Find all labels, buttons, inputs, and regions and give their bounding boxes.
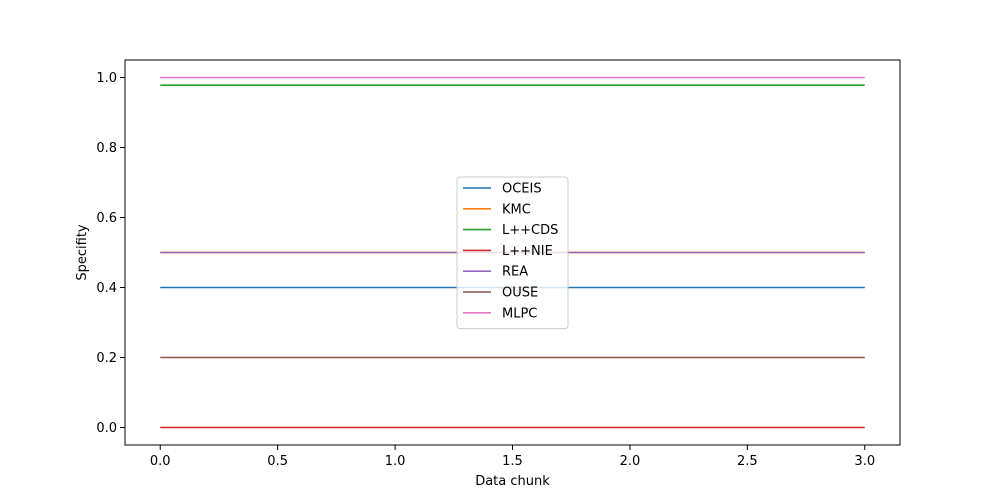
legend-label-l-cds: L++CDS [502, 223, 558, 238]
x-tick-label: 1.0 [385, 454, 406, 469]
y-tick-label: 1.0 [96, 71, 117, 86]
x-axis-label: Data chunk [475, 474, 550, 489]
legend-label-ouse: OUSE [502, 286, 538, 301]
x-tick-label: 3.0 [854, 454, 875, 469]
y-axis-label: Specifity [75, 224, 90, 281]
x-axis-ticks: 0.0 0.5 1.0 1.5 2.0 2.5 3.0 [150, 445, 875, 469]
legend-label-mlpc: MLPC [502, 306, 537, 321]
x-tick-label: 0.5 [267, 454, 288, 469]
legend: OCEIS KMC L++CDS L++NIE REA OUSE MLPC [456, 176, 569, 330]
legend-box [456, 176, 569, 330]
y-axis-ticks: 0.0 0.2 0.4 0.6 0.8 1.0 [96, 71, 125, 436]
x-tick-label: 2.0 [620, 454, 641, 469]
y-tick-label: 0.8 [96, 141, 117, 156]
y-tick-label: 0.6 [96, 211, 117, 226]
x-tick-label: 0.0 [150, 454, 171, 469]
x-tick-label: 2.5 [737, 454, 758, 469]
y-tick-label: 0.0 [96, 421, 117, 436]
legend-label-rea: REA [502, 265, 528, 280]
x-tick-label: 1.5 [502, 454, 523, 469]
y-tick-label: 0.2 [96, 351, 117, 366]
y-tick-label: 0.4 [96, 281, 117, 296]
legend-label-l-nie: L++NIE [502, 244, 553, 259]
legend-label-kmc: KMC [502, 202, 531, 217]
legend-label-oceis: OCEIS [502, 182, 542, 197]
